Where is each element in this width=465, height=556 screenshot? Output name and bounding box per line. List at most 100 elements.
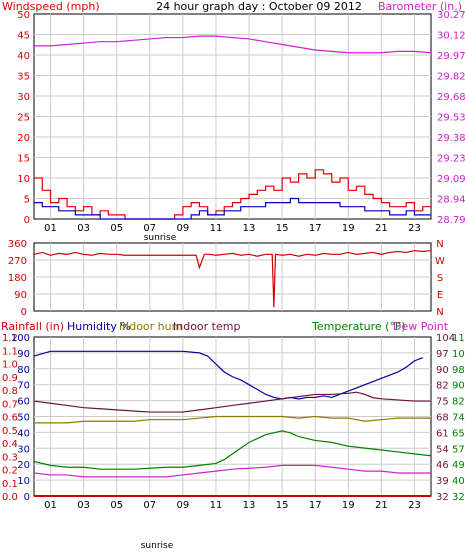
y-tick-label: 30 bbox=[17, 92, 30, 103]
x-tick-label: 09 bbox=[177, 500, 190, 511]
x-tick-label: 23 bbox=[408, 223, 421, 234]
series-indoor-hum bbox=[34, 415, 431, 424]
x-tick-label: 05 bbox=[110, 500, 123, 511]
series-dew-point bbox=[33, 464, 431, 478]
y-tick-label: 29.23 bbox=[437, 154, 465, 165]
x-tick-label: 23 bbox=[408, 500, 421, 511]
y-tick-label: 50 bbox=[17, 413, 30, 424]
y-tick-label: N bbox=[436, 239, 443, 250]
wind-axis-label: Windspeed (mph) bbox=[2, 0, 100, 13]
series-indoor-temp bbox=[33, 391, 431, 413]
rainfall-axis-label: Rainfall (in) bbox=[1, 320, 64, 333]
y-tick-label: 29.53 bbox=[437, 113, 465, 124]
series-barometer bbox=[34, 35, 432, 54]
humidity-x-ticks: 01 03 05 07 09 11 13 15 17 19 21 23 bbox=[44, 500, 421, 511]
y-tick-label: 90 bbox=[17, 349, 30, 360]
y-tick-label: 28.94 bbox=[437, 195, 465, 206]
legend-indoor-temp: Indoor temp bbox=[173, 320, 240, 333]
x-tick-label: 15 bbox=[276, 500, 289, 511]
x-tick-label: 09 bbox=[177, 223, 190, 234]
y-tick-label: 32 bbox=[436, 492, 449, 503]
y-tick-label: 40 bbox=[452, 476, 465, 487]
y-tick-label: 82 bbox=[452, 397, 465, 408]
series-direction bbox=[33, 249, 432, 308]
barometer-axis-label: Barometer (in.) bbox=[378, 0, 462, 13]
temperature-y-ticks: 32 40 49 57 65 74 82 90 98 107 115 bbox=[452, 333, 465, 503]
x-tick-label: 11 bbox=[210, 223, 223, 234]
indoor-temp-y-ticks: 32 39 46 54 61 68 75 82 90 97 104 bbox=[436, 333, 455, 503]
y-tick-label: 100 bbox=[11, 333, 30, 344]
y-tick-label: 10 bbox=[17, 476, 30, 487]
y-tick-label: 0.2 bbox=[2, 466, 18, 477]
x-tick-label: 03 bbox=[77, 500, 90, 511]
x-tick-label: 11 bbox=[210, 500, 223, 511]
x-tick-label: 13 bbox=[243, 223, 256, 234]
y-tick-label: 0 bbox=[24, 215, 30, 226]
x-tick-label: 05 bbox=[110, 223, 123, 234]
y-tick-label: 60 bbox=[17, 397, 30, 408]
y-tick-label: 90 bbox=[436, 365, 449, 376]
series-humidity bbox=[33, 350, 423, 400]
y-tick-label: 0.5 bbox=[2, 426, 18, 437]
y-tick-label: 28.79 bbox=[437, 215, 465, 226]
humidity-panel-grid bbox=[34, 337, 431, 496]
rainfall-y-ticks: 0.0 0.1 0.2 0.3 0.4 0.5 0.6 0.7 0.8 0.9 1.0 1.1 1.2 bbox=[2, 333, 18, 503]
y-tick-label: 115 bbox=[452, 333, 465, 344]
humidity-panel-series bbox=[33, 350, 432, 497]
y-tick-label: 20 bbox=[17, 460, 30, 471]
y-tick-label: 68 bbox=[436, 413, 449, 424]
y-tick-label: 360 bbox=[8, 239, 27, 250]
x-tick-label: 13 bbox=[243, 500, 256, 511]
y-tick-label: 0 bbox=[24, 492, 30, 503]
y-tick-label: 0.0 bbox=[2, 492, 18, 503]
y-tick-label: 15 bbox=[17, 154, 30, 165]
wind-x-ticks: 01 03 05 07 09 11 13 15 17 19 21 23 bbox=[44, 223, 421, 234]
x-tick-label: 21 bbox=[375, 500, 388, 511]
x-tick-label: 19 bbox=[342, 500, 355, 511]
wind-panel-series bbox=[34, 35, 432, 220]
y-tick-label: 29.68 bbox=[437, 92, 465, 103]
y-tick-label: 65 bbox=[452, 428, 465, 439]
x-tick-label: 17 bbox=[309, 500, 322, 511]
y-tick-label: 32 bbox=[452, 492, 465, 503]
y-tick-label: E bbox=[437, 290, 443, 301]
y-tick-label: 0.6 bbox=[2, 413, 18, 424]
x-tick-label: 17 bbox=[309, 223, 322, 234]
x-tick-label: 03 bbox=[77, 223, 90, 234]
legend-humidity: Humidity % bbox=[67, 320, 131, 333]
y-tick-label: 49 bbox=[452, 460, 465, 471]
wind-y-ticks: 0 5 10 15 20 25 30 35 40 45 50 bbox=[17, 10, 30, 226]
y-tick-label: 98 bbox=[452, 365, 465, 376]
y-tick-label: 40 bbox=[17, 51, 30, 62]
y-tick-label: 80 bbox=[17, 365, 30, 376]
x-tick-label: 19 bbox=[342, 223, 355, 234]
x-tick-label: 01 bbox=[44, 223, 57, 234]
y-tick-label: 46 bbox=[436, 460, 449, 471]
y-tick-label: 10 bbox=[17, 174, 30, 185]
y-tick-label: W bbox=[435, 256, 445, 267]
x-tick-label: 15 bbox=[276, 223, 289, 234]
y-tick-label: 40 bbox=[17, 428, 30, 439]
y-tick-label: 0.9 bbox=[2, 373, 18, 384]
y-tick-label: 39 bbox=[436, 476, 449, 487]
y-tick-label: 90 bbox=[14, 290, 27, 301]
y-tick-label: 25 bbox=[17, 113, 30, 124]
y-tick-label: 29.09 bbox=[437, 174, 465, 185]
y-tick-label: 107 bbox=[452, 349, 465, 360]
y-tick-label: N bbox=[436, 307, 443, 318]
y-tick-label: 0.4 bbox=[2, 439, 18, 450]
y-tick-label: 0.1 bbox=[2, 479, 18, 490]
y-tick-label: 97 bbox=[436, 349, 449, 360]
y-tick-label: 90 bbox=[452, 381, 465, 392]
x-tick-label: 21 bbox=[375, 223, 388, 234]
y-tick-label: 5 bbox=[24, 195, 30, 206]
y-tick-label: 35 bbox=[17, 72, 30, 83]
direction-panel-series bbox=[33, 249, 432, 308]
y-tick-label: 30 bbox=[17, 444, 30, 455]
y-tick-label: 0.3 bbox=[2, 452, 18, 463]
y-tick-label: 180 bbox=[8, 273, 27, 284]
